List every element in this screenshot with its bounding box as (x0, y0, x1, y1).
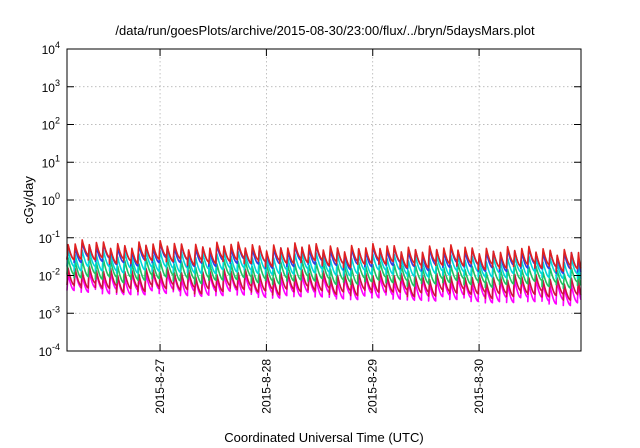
y-tick-label: 101 (42, 153, 60, 170)
series-line (66, 249, 582, 280)
y-tick-label: 103 (42, 78, 60, 95)
y-tick-label: 10-1 (39, 229, 60, 246)
y-tick-label: 10-2 (39, 267, 60, 284)
y-tick-label: 104 (42, 40, 60, 57)
axis-ticks: 10-4 10-3 10-2 10-1 100 101 102 103 104 2015-8-27… (39, 40, 581, 414)
x-tick-label: 2015-8-27 (153, 359, 167, 414)
y-axis-label: cGy/day (21, 176, 36, 224)
y-tick-label: 10-3 (39, 304, 60, 321)
x-axis-label: Coordinated Universal Time (UTC) (224, 430, 423, 445)
chart-title: /data/run/goesPlots/archive/2015-08-30/2… (115, 23, 535, 38)
y-tick-label: 10-4 (39, 342, 60, 359)
series-group (66, 239, 582, 307)
y-tick-label: 102 (42, 116, 60, 133)
x-tick-label: 2015-8-30 (472, 359, 486, 414)
x-tick-label: 2015-8-28 (259, 359, 273, 414)
x-tick-label: 2015-8-29 (366, 359, 380, 414)
series-line (66, 239, 582, 272)
y-tick-label: 100 (42, 191, 60, 208)
grid (67, 49, 581, 351)
